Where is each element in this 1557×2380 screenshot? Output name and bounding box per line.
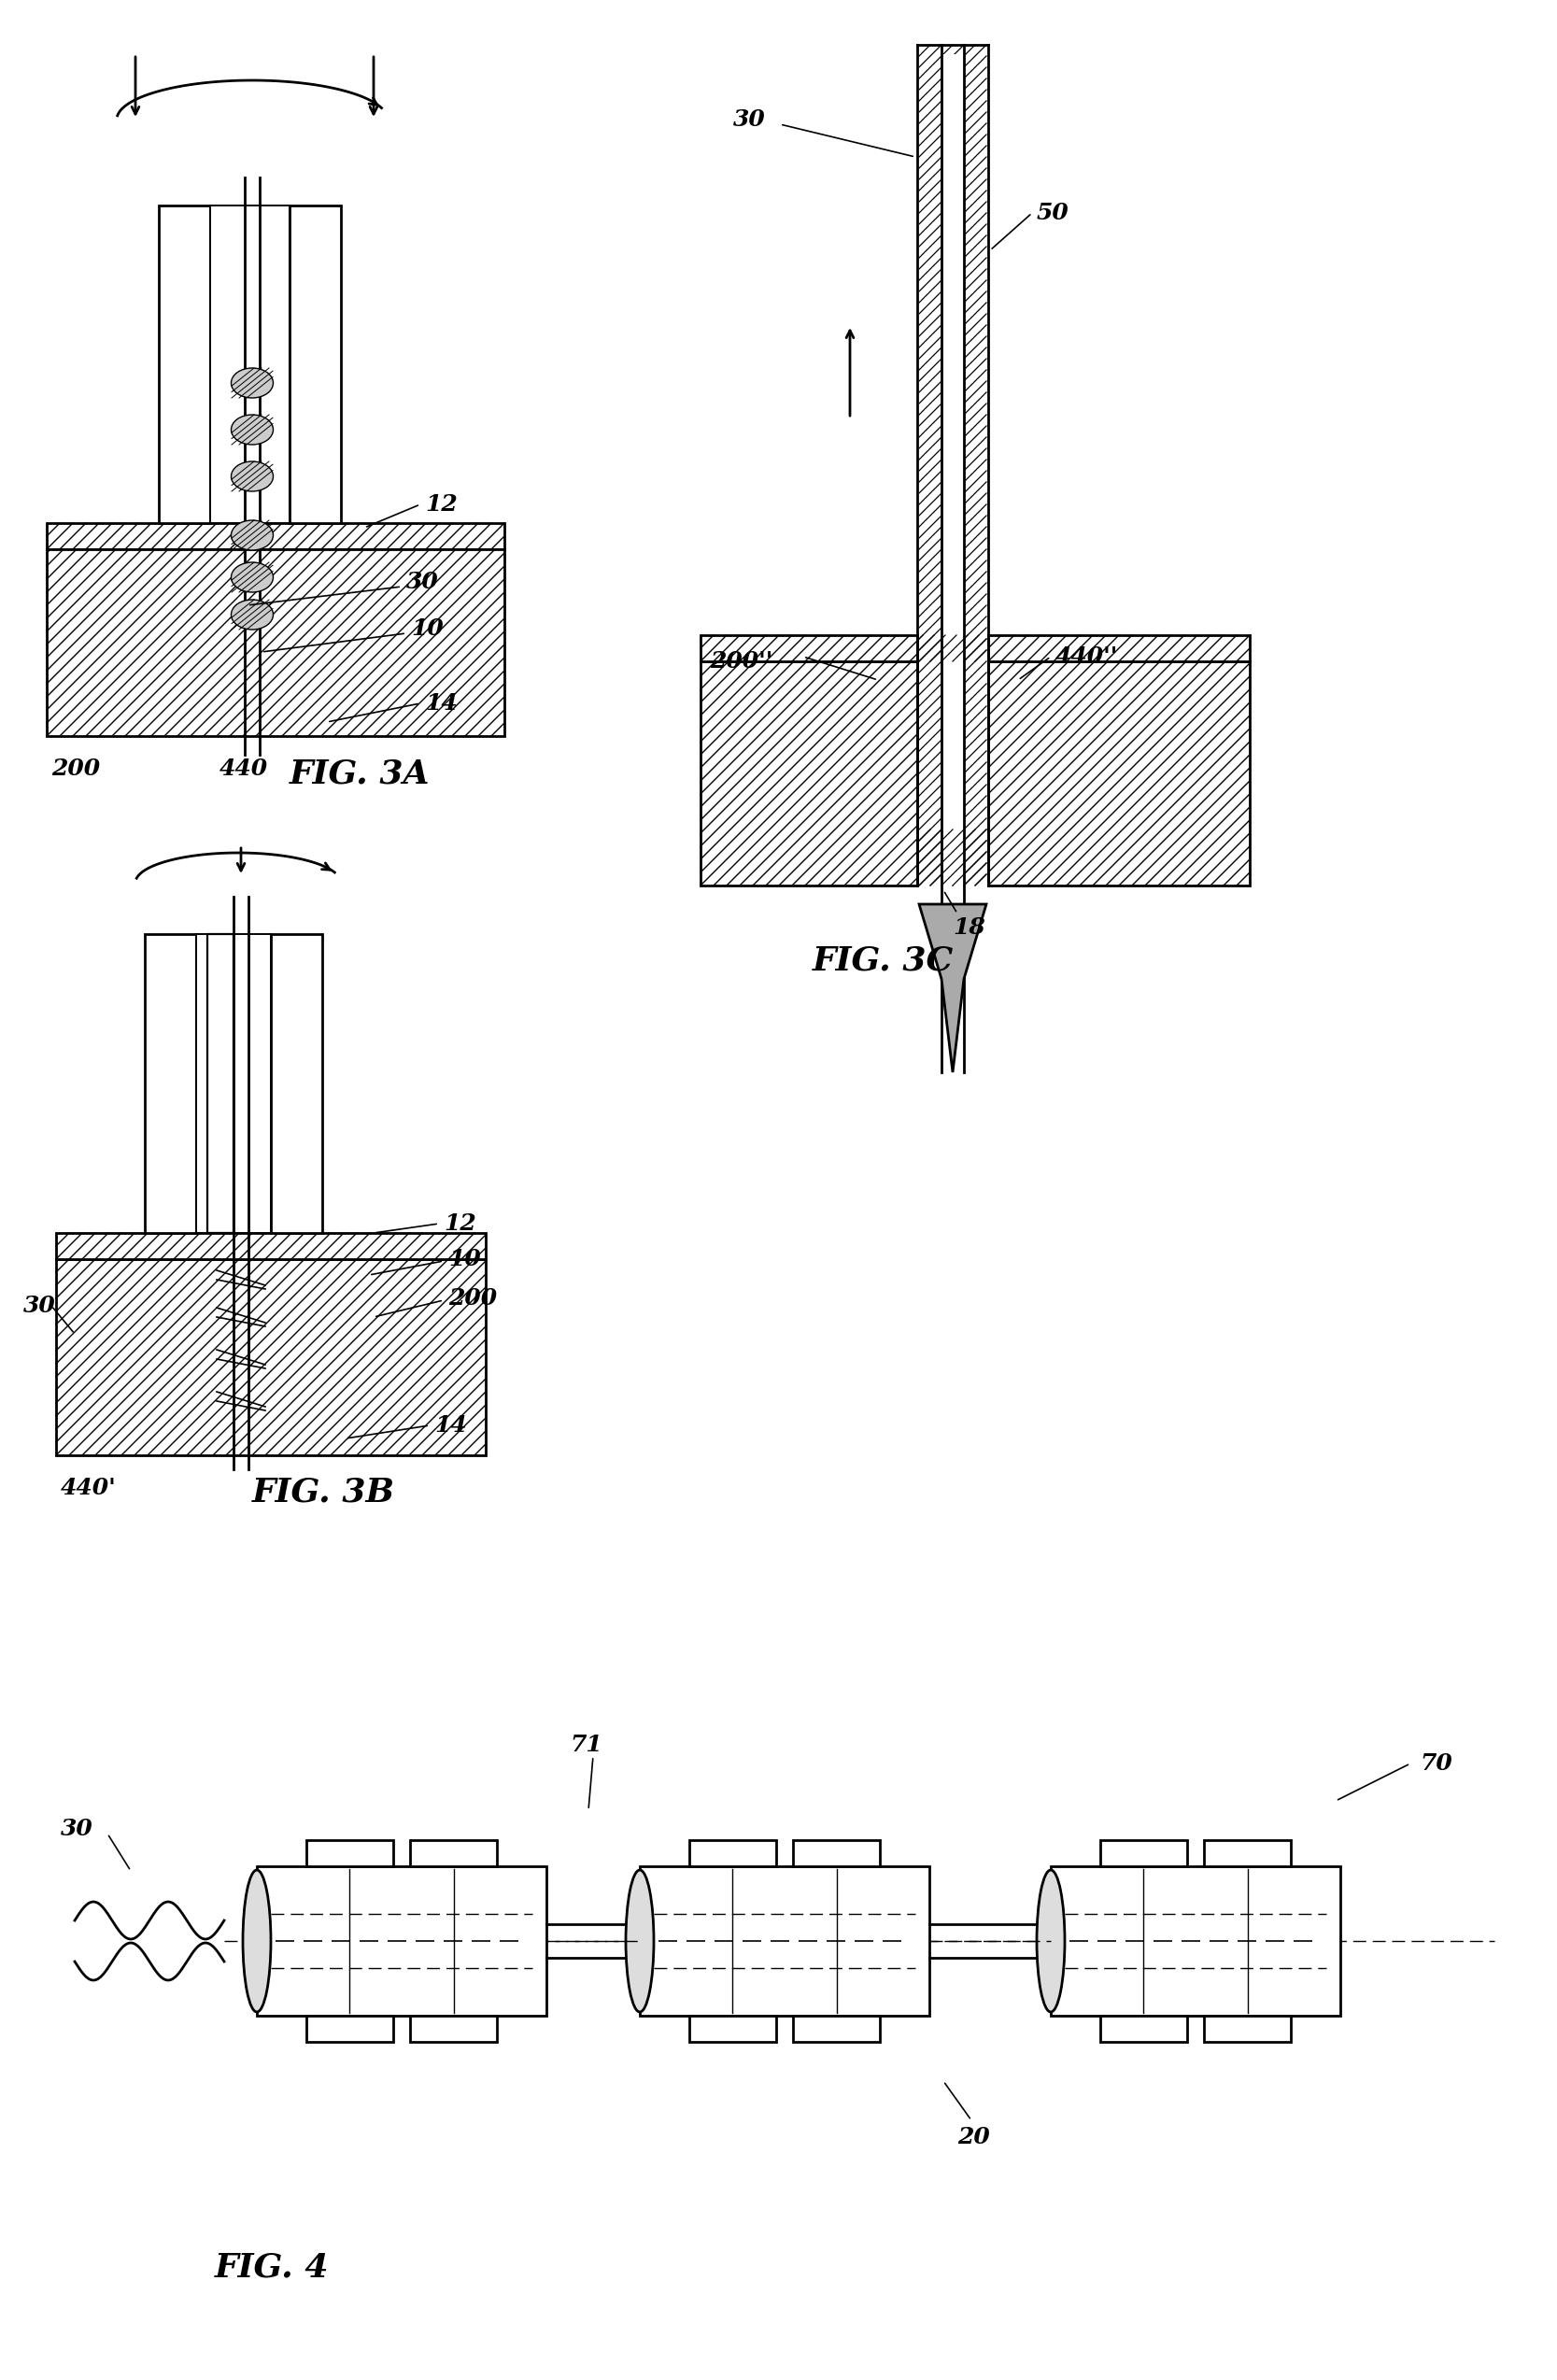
Bar	[411, 2016, 497, 2042]
Bar	[411, 1840, 497, 1866]
Text: 30: 30	[23, 1295, 56, 1316]
Bar	[793, 1840, 880, 1866]
Bar	[690, 1840, 775, 1866]
Bar	[640, 1866, 930, 2016]
Bar	[1099, 1840, 1186, 1866]
Text: 30: 30	[61, 1818, 93, 1840]
Text: 200'': 200''	[710, 650, 772, 674]
Text: 30: 30	[733, 109, 766, 131]
Text: FIG. 3C: FIG. 3C	[813, 945, 954, 976]
Text: FIG. 4: FIG. 4	[215, 2251, 329, 2285]
Bar	[989, 635, 1250, 662]
Bar	[942, 55, 964, 885]
Text: 50: 50	[1037, 202, 1070, 224]
Text: 200: 200	[448, 1288, 497, 1309]
Text: 14: 14	[434, 1414, 467, 1438]
Ellipse shape	[230, 600, 272, 631]
Text: 10: 10	[411, 616, 444, 640]
Text: 440'': 440''	[1056, 645, 1118, 669]
Text: 71: 71	[570, 1733, 603, 1756]
Bar	[793, 2016, 880, 2042]
Text: 20: 20	[958, 2125, 990, 2149]
Bar	[701, 635, 917, 662]
Ellipse shape	[230, 562, 272, 593]
Text: 12: 12	[444, 1211, 476, 1235]
Bar	[159, 205, 210, 524]
Bar	[47, 550, 504, 735]
Bar	[701, 662, 917, 885]
Text: 14: 14	[425, 693, 458, 714]
Bar	[989, 662, 1250, 885]
Text: 440': 440'	[61, 1476, 117, 1499]
Bar	[1051, 1866, 1341, 2016]
Bar	[207, 933, 234, 1233]
Bar	[56, 1233, 486, 1259]
Polygon shape	[919, 904, 986, 1073]
Text: 10: 10	[448, 1247, 481, 1271]
Bar	[47, 524, 504, 550]
Bar	[307, 1840, 392, 1866]
Bar	[210, 205, 290, 524]
Ellipse shape	[230, 414, 272, 445]
Text: 30: 30	[406, 571, 439, 593]
Bar	[690, 2016, 775, 2042]
Ellipse shape	[243, 1871, 271, 2011]
Bar	[1204, 1840, 1291, 1866]
Text: 18: 18	[953, 916, 986, 938]
Bar	[290, 205, 341, 524]
Bar	[1099, 2016, 1186, 2042]
Ellipse shape	[230, 521, 272, 550]
Text: 70: 70	[1420, 1752, 1453, 1775]
Bar	[1204, 2016, 1291, 2042]
Bar	[196, 933, 271, 1233]
Text: FIG. 3B: FIG. 3B	[252, 1476, 395, 1509]
Text: 440: 440	[220, 757, 268, 781]
Text: 12: 12	[425, 493, 458, 516]
Bar	[271, 933, 322, 1233]
Bar	[257, 1866, 547, 2016]
Bar	[145, 933, 196, 1233]
Bar	[307, 2016, 392, 2042]
Ellipse shape	[1037, 1871, 1065, 2011]
Text: FIG. 3A: FIG. 3A	[290, 757, 430, 790]
Ellipse shape	[230, 369, 272, 397]
Bar	[56, 1259, 486, 1454]
Ellipse shape	[626, 1871, 654, 2011]
Text: 200: 200	[51, 757, 100, 781]
Ellipse shape	[230, 462, 272, 490]
